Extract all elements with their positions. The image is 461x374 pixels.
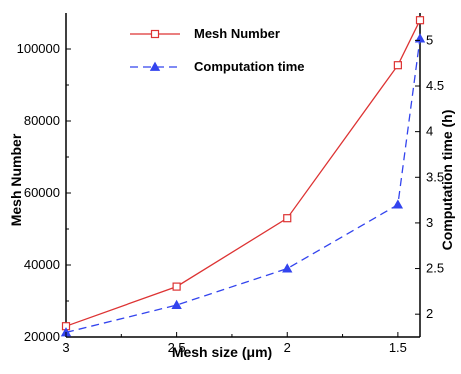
y-axis-title: Mesh Number	[8, 133, 24, 226]
legend-item: Mesh Number	[130, 26, 280, 41]
x-tick-label: 2.5	[168, 340, 186, 355]
data-point-square	[283, 214, 292, 223]
x-tick-label: 1.5	[389, 340, 407, 355]
y2-tick-label: 2.5	[426, 261, 444, 276]
y2-tick-label: 4	[426, 124, 433, 139]
data-point-triangle	[392, 199, 404, 209]
data-point-square	[150, 29, 160, 39]
data-point-square	[172, 282, 181, 291]
x-tick-label: 3	[62, 340, 69, 355]
y2-axis-title: Computation time (h)	[439, 110, 455, 251]
y2-tick-label: 2	[426, 306, 433, 321]
y2-tick-label: 3.5	[426, 169, 444, 184]
series-line	[65, 38, 421, 334]
data-point-square	[415, 16, 425, 25]
series-1	[61, 16, 425, 331]
plot-frame	[65, 13, 421, 338]
y2-tick-label: 3	[426, 215, 433, 230]
axis-layer: 20000 40000 60000 80000 100000 2 2.5 3 3.5 4 4.5 5 3…	[17, 32, 444, 355]
y2-tick-label: 5	[426, 32, 433, 47]
data-point-triangle	[171, 299, 182, 309]
legend: Mesh Number Computation time	[130, 26, 305, 74]
x-tick-label: 2	[284, 340, 291, 355]
data-point-triangle	[149, 61, 161, 71]
y-tick-label: 100000	[17, 41, 60, 56]
y-tick-label: 60000	[24, 185, 60, 200]
legend-label: Mesh Number	[194, 26, 280, 41]
data-point-square	[393, 61, 402, 70]
data-point-triangle	[282, 263, 293, 273]
legend-label: Computation time	[194, 59, 305, 74]
y2-tick-label: 4.5	[426, 78, 444, 93]
series-2	[60, 33, 426, 337]
y-tick-label: 80000	[24, 113, 60, 128]
legend-item: Computation time	[130, 59, 305, 74]
y-tick-label: 20000	[24, 329, 60, 344]
x-axis-title: Mesh size (μm)	[172, 344, 272, 360]
y-tick-label: 40000	[24, 257, 60, 272]
